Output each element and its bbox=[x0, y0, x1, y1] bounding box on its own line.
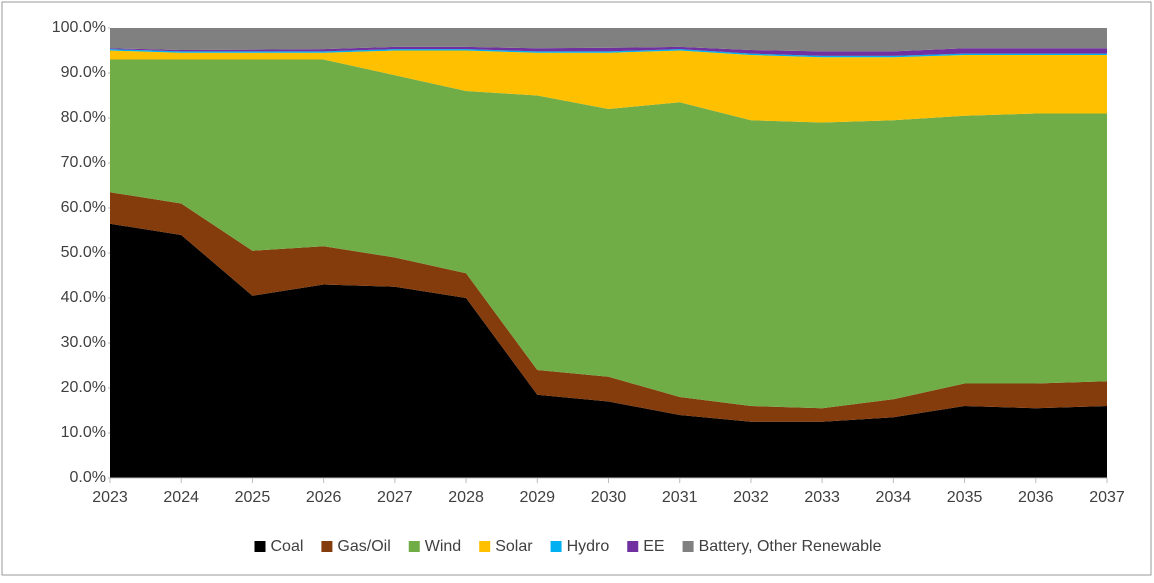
x-tick-label: 2025 bbox=[235, 489, 271, 506]
y-tick-label: 10.0% bbox=[61, 424, 106, 441]
x-tick-label: 2035 bbox=[947, 489, 983, 506]
x-tick-label: 2027 bbox=[377, 489, 413, 506]
y-tick-label: 60.0% bbox=[61, 199, 106, 216]
x-tick-label: 2023 bbox=[92, 489, 128, 506]
legend-swatch bbox=[479, 541, 491, 552]
area bbox=[110, 50, 1107, 123]
y-tick-label: 80.0% bbox=[61, 109, 106, 126]
x-tick-label: 2029 bbox=[519, 489, 555, 506]
x-tick-label: 2032 bbox=[733, 489, 769, 506]
x-tick-label: 2026 bbox=[306, 489, 342, 506]
y-tick-label: 90.0% bbox=[61, 64, 106, 81]
legend-swatch bbox=[550, 541, 562, 552]
legend-label: Coal bbox=[271, 538, 304, 555]
y-tick-label: 100.0% bbox=[52, 19, 106, 36]
y-tick-label: 40.0% bbox=[61, 289, 106, 306]
x-tick-label: 2033 bbox=[804, 489, 840, 506]
area bbox=[110, 49, 1107, 58]
area bbox=[110, 192, 1107, 422]
area bbox=[110, 28, 1107, 52]
y-tick-label: 0.0% bbox=[70, 469, 106, 486]
y-tick-label: 20.0% bbox=[61, 379, 106, 396]
legend-swatch bbox=[408, 541, 420, 552]
y-tick-label: 70.0% bbox=[61, 154, 106, 171]
area bbox=[110, 46, 1107, 56]
x-tick-label: 2031 bbox=[662, 489, 698, 506]
area bbox=[110, 59, 1107, 409]
legend-swatch bbox=[321, 541, 333, 552]
legend-swatch bbox=[682, 541, 694, 552]
x-tick-label: 2036 bbox=[1018, 489, 1054, 506]
legend-label: EE bbox=[643, 538, 664, 555]
legend-label: Wind bbox=[425, 538, 461, 555]
legend-label: Hydro bbox=[567, 538, 610, 555]
x-tick-label: 2037 bbox=[1089, 489, 1125, 506]
legend-label: Solar bbox=[495, 538, 533, 555]
legend-label: Gas/Oil bbox=[337, 538, 390, 555]
legend-label: Battery, Other Renewable bbox=[699, 538, 882, 555]
x-tick-label: 2024 bbox=[163, 489, 199, 506]
y-tick-label: 30.0% bbox=[61, 334, 106, 351]
x-tick-label: 2030 bbox=[591, 489, 627, 506]
x-tick-label: 2028 bbox=[448, 489, 484, 506]
legend-swatch bbox=[254, 541, 266, 552]
area bbox=[110, 223, 1107, 478]
y-tick-label: 50.0% bbox=[61, 244, 106, 261]
x-tick-label: 2034 bbox=[876, 489, 912, 506]
legend-swatch bbox=[627, 541, 639, 552]
